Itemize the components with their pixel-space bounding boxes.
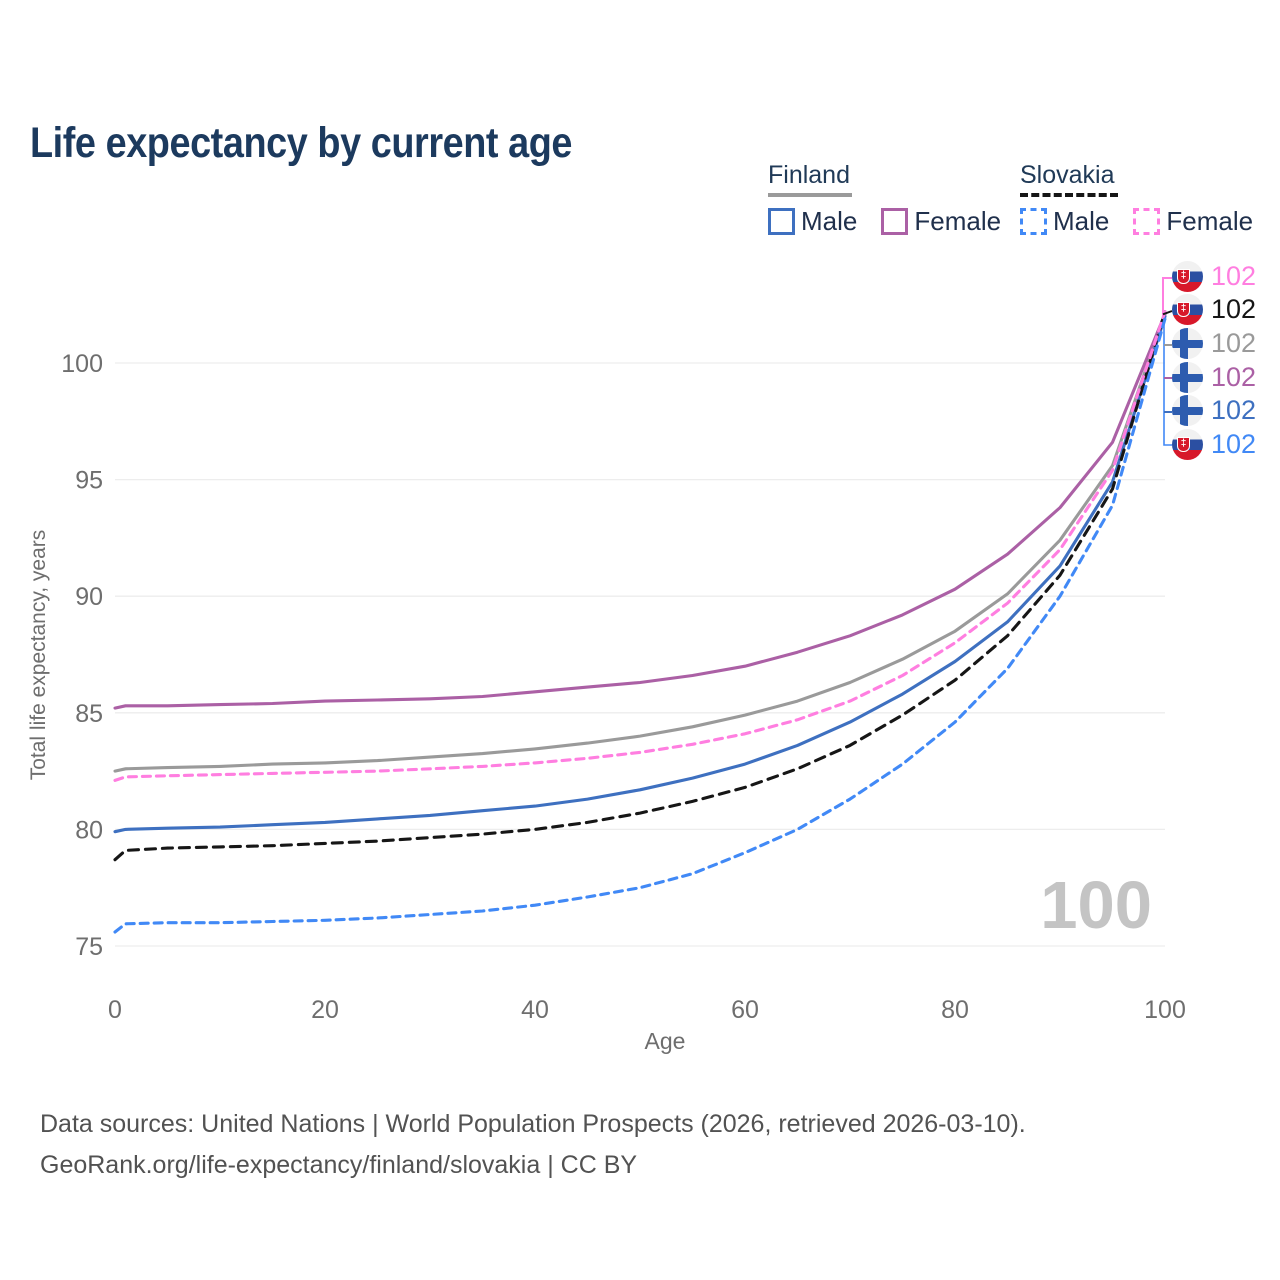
end-value: 102 bbox=[1211, 362, 1257, 392]
y-tick-label: 100 bbox=[61, 350, 103, 378]
series-line-finland_male bbox=[113, 314, 1167, 834]
finland-flag-icon bbox=[1172, 328, 1203, 359]
series-line-slovakia_male bbox=[113, 317, 1167, 934]
slovakia-male-swatch-icon bbox=[1020, 208, 1047, 235]
end-label-slovakia-female: ‡ 102 bbox=[1172, 261, 1256, 292]
legend-slovakia-male-label: Male bbox=[1053, 206, 1110, 236]
y-tick-label: 90 bbox=[75, 583, 103, 611]
legend-finland-female-label: Female bbox=[914, 206, 1002, 236]
footer: Data sources: United Nations | World Pop… bbox=[40, 1104, 1026, 1186]
slovakia-flag-icon: ‡ bbox=[1172, 294, 1203, 325]
end-value: 102 bbox=[1211, 395, 1257, 425]
x-tick-label: 40 bbox=[521, 996, 549, 1024]
legend-item-finland-male[interactable]: Male bbox=[768, 206, 857, 237]
slovakia-female-swatch-icon bbox=[1133, 208, 1161, 235]
legend-slovakia-title: Slovakia bbox=[1020, 161, 1115, 189]
x-axis-title: Age bbox=[645, 1028, 686, 1054]
y-tick-label: 75 bbox=[75, 933, 103, 961]
legend-finland-line-sample bbox=[768, 193, 852, 197]
legend-finland-title: Finland bbox=[768, 161, 850, 189]
legend-group-slovakia: Slovakia Male Female bbox=[1020, 161, 1253, 237]
age-counter-watermark: 100 bbox=[1040, 868, 1152, 943]
leader-slovakia-female bbox=[1162, 277, 1172, 317]
end-value: 102 bbox=[1211, 429, 1257, 459]
legend-item-slovakia-female[interactable]: Female bbox=[1133, 206, 1253, 237]
leader-slovakia-total bbox=[1162, 310, 1173, 316]
footer-attribution: GeoRank.org/life-expectancy/finland/slov… bbox=[40, 1151, 638, 1179]
x-tick-label: 20 bbox=[311, 996, 339, 1024]
legend-item-slovakia-male[interactable]: Male bbox=[1020, 206, 1109, 237]
end-value: 102 bbox=[1211, 261, 1257, 291]
footer-data-sources: Data sources: United Nations | World Pop… bbox=[40, 1110, 1026, 1138]
end-value: 102 bbox=[1211, 328, 1257, 358]
end-label-finland-total: 102 bbox=[1172, 328, 1256, 359]
x-tick-label: 0 bbox=[108, 996, 122, 1024]
legend-group-finland: Finland Male Female bbox=[768, 161, 1001, 237]
y-tick-label: 80 bbox=[75, 816, 103, 844]
end-value: 102 bbox=[1211, 294, 1257, 324]
y-axis-title: Total life expectancy, years bbox=[27, 530, 50, 781]
series-line-finland_female bbox=[113, 312, 1167, 710]
page-title: Life expectancy by current age bbox=[30, 118, 573, 167]
leader-slovakia-male bbox=[1163, 318, 1172, 446]
y-tick-label: 95 bbox=[75, 467, 103, 495]
series-line-finland_total bbox=[113, 312, 1167, 773]
slovakia-flag-icon: ‡ bbox=[1172, 261, 1203, 292]
series-line-slovakia_total bbox=[113, 310, 1167, 862]
legend-finland-male-label: Male bbox=[801, 206, 858, 236]
finland-flag-icon bbox=[1172, 395, 1203, 426]
series-line-slovakia_female bbox=[113, 310, 1167, 782]
legend-item-finland-female[interactable]: Female bbox=[881, 206, 1001, 237]
slovakia-flag-icon: ‡ bbox=[1172, 429, 1203, 460]
end-label-slovakia-male: ‡ 102 bbox=[1172, 429, 1256, 460]
finland-female-swatch-icon bbox=[881, 208, 909, 235]
end-label-finland-male: 102 bbox=[1172, 395, 1256, 426]
finland-flag-icon bbox=[1172, 362, 1203, 393]
y-tick-label: 85 bbox=[75, 700, 103, 728]
end-label-slovakia-total: ‡ 102 bbox=[1172, 294, 1256, 325]
x-tick-label: 80 bbox=[941, 996, 969, 1024]
legend-slovakia-female-label: Female bbox=[1166, 206, 1254, 236]
end-label-finland-female: 102 bbox=[1172, 362, 1256, 393]
legend-slovakia-line-sample bbox=[1020, 193, 1118, 197]
x-tick-label: 100 bbox=[1144, 996, 1186, 1024]
finland-male-swatch-icon bbox=[768, 208, 795, 235]
x-tick-label: 60 bbox=[731, 996, 759, 1024]
life-expectancy-chart: 75 80 85 90 95 100 0 20 40 60 80 100 Age Total life e… bbox=[27, 277, 1186, 1054]
